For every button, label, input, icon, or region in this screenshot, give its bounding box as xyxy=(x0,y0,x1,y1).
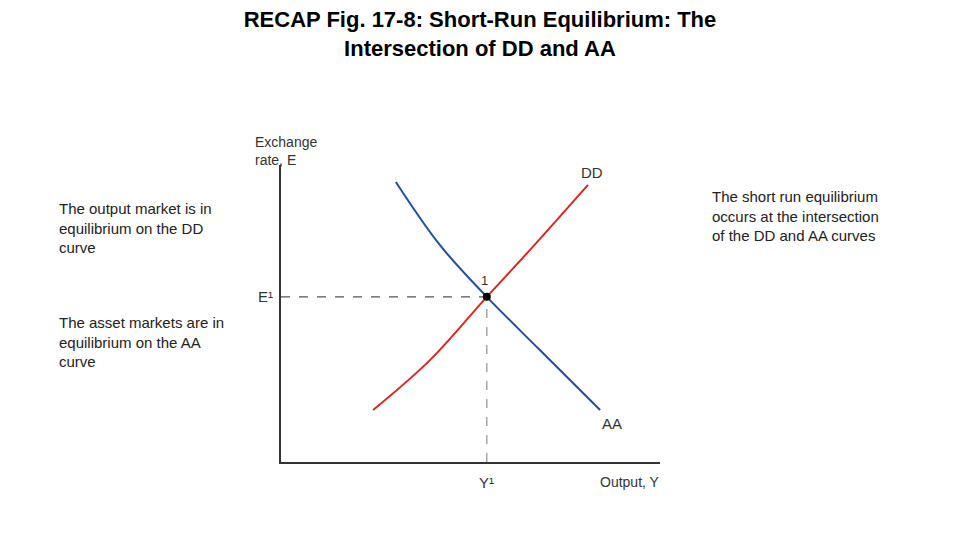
svg-text:The output market is inequilib: The output market is inequilibrium on th… xyxy=(59,200,212,256)
svg-text:E¹: E¹ xyxy=(258,288,273,305)
svg-text:RECAP Fig. 17-8: Short-Run Equ: RECAP Fig. 17-8: Short-Run Equilibrium: … xyxy=(244,7,717,61)
svg-text:Exchangerate, E: Exchangerate, E xyxy=(255,134,317,168)
svg-text:DD: DD xyxy=(581,164,603,181)
svg-text:Output, Y: Output, Y xyxy=(600,474,660,490)
svg-text:AA: AA xyxy=(602,415,622,432)
svg-text:The short run equilibriumoccur: The short run equilibriumoccurs at the i… xyxy=(712,188,879,244)
svg-text:Y¹: Y¹ xyxy=(479,474,494,491)
svg-text:The asset markets are inequili: The asset markets are inequilibrium on t… xyxy=(59,314,224,370)
svg-text:1: 1 xyxy=(481,273,488,288)
